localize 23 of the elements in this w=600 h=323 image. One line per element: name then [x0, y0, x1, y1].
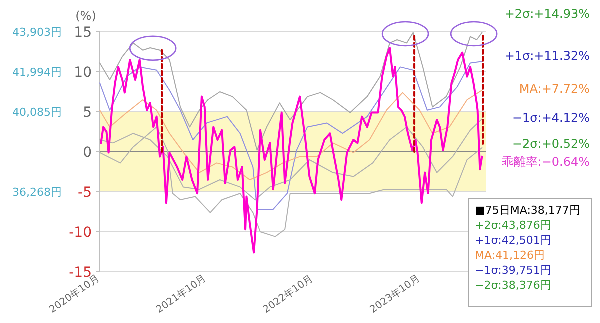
annotation: −1σ:39,751円 [475, 264, 552, 277]
text: −1σ:+4.12% [512, 111, 590, 125]
text: +2σ:+14.93% [504, 7, 590, 21]
y-tick-label: -5 [78, 185, 92, 201]
y2-tick-label: 43,903円 [12, 26, 62, 40]
y-tick-label: 5 [83, 105, 92, 121]
y-axis-title: (%) [76, 9, 96, 23]
y2-tick-label: 41,994円 [12, 66, 62, 80]
text: −2σ:38,376円 [475, 279, 552, 292]
y-tick-label: 0 [83, 145, 92, 161]
annotation: +1σ:42,501円 [475, 234, 552, 247]
y2-tick-label: 40,085円 [12, 106, 62, 120]
text: MA:+7.72% [519, 82, 590, 96]
annotation: ■75日MA:38,177円 [475, 204, 580, 217]
text: +1σ:+11.32% [504, 49, 590, 63]
y-tick-label: 15 [74, 25, 92, 41]
y-tick-label: -10 [69, 225, 92, 241]
y2-tick-label: 36,268円 [12, 186, 62, 199]
annotation: +2σ:43,876円 [475, 219, 552, 232]
text: 乖離率:−0.64% [502, 155, 590, 169]
y-tick-label: 10 [74, 65, 92, 81]
annotation: MA:41,126円 [475, 249, 546, 262]
text: −2σ:+0.52% [512, 137, 590, 151]
